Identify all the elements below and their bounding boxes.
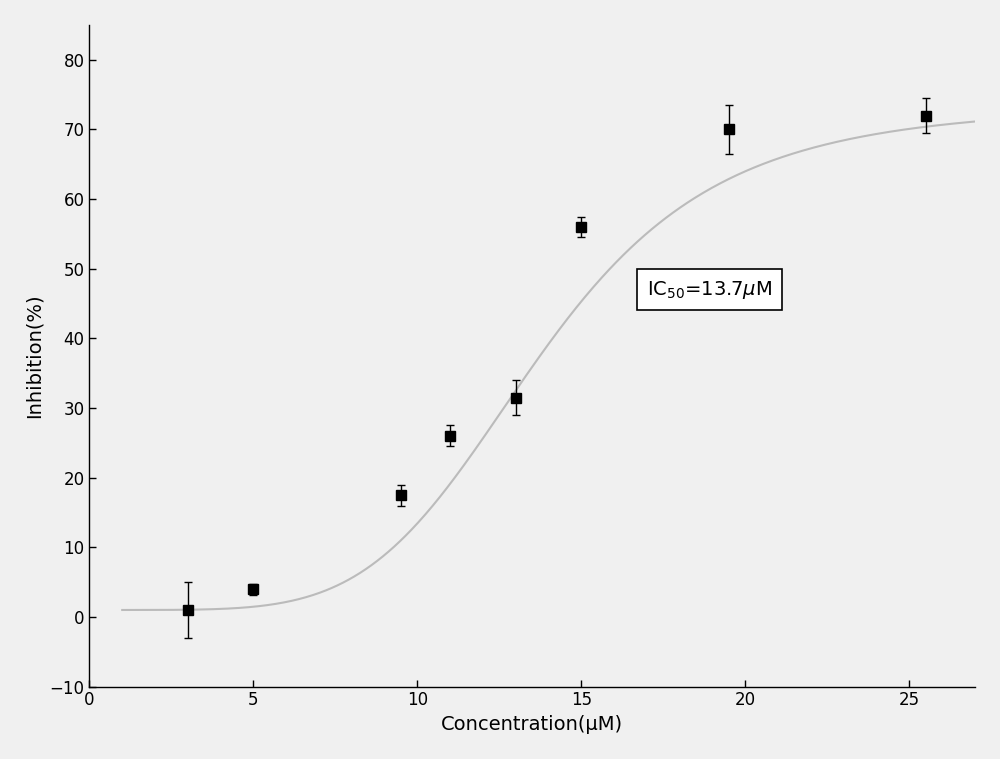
Y-axis label: Inhibition(%): Inhibition(%) [25,294,44,418]
X-axis label: Concentration(μM): Concentration(μM) [441,715,623,734]
Text: IC$_{50}$=13.7$\mu$M: IC$_{50}$=13.7$\mu$M [647,279,772,301]
